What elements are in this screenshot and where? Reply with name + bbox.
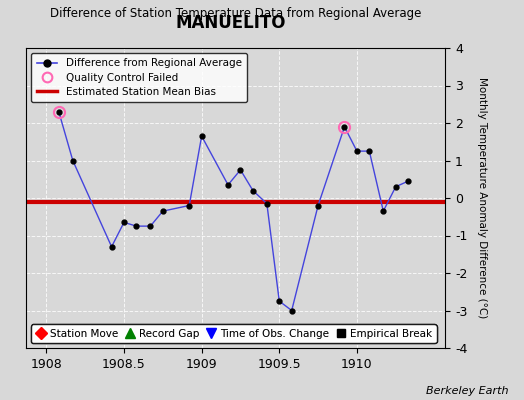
Legend: Station Move, Record Gap, Time of Obs. Change, Empirical Break: Station Move, Record Gap, Time of Obs. C… [31, 324, 436, 343]
Text: Berkeley Earth: Berkeley Earth [426, 386, 508, 396]
Title: Difference of Station Temperature Data from Regional Average: Difference of Station Temperature Data f… [50, 8, 421, 20]
Text: MANUELITO: MANUELITO [176, 14, 286, 32]
Y-axis label: Monthly Temperature Anomaly Difference (°C): Monthly Temperature Anomaly Difference (… [477, 77, 487, 319]
